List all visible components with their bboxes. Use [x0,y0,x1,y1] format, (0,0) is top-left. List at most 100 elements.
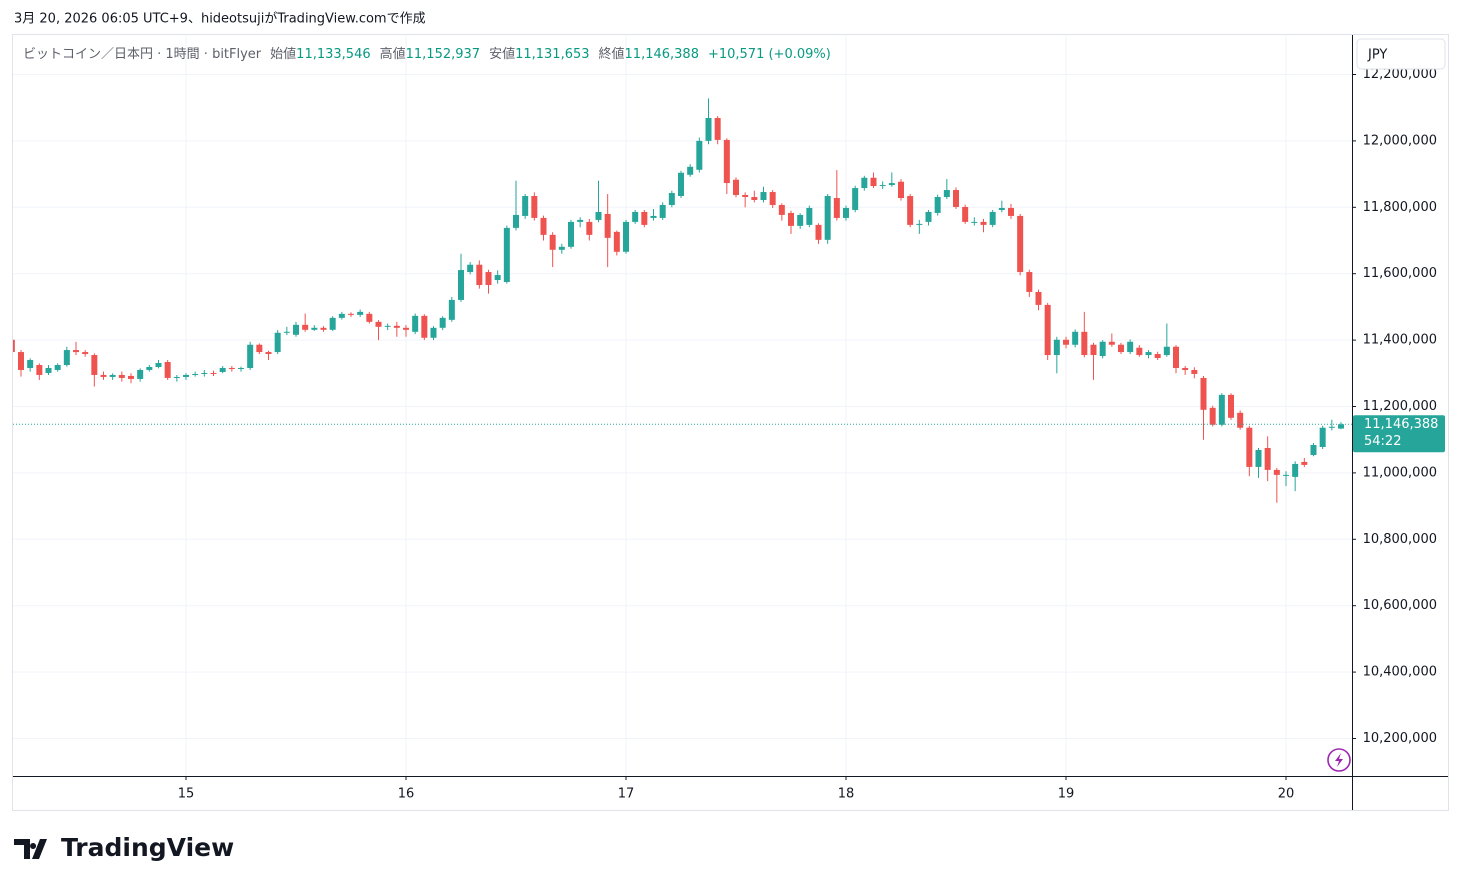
candle-body [751,197,758,200]
candle-body [467,264,474,273]
candle-body [201,372,208,374]
candle-body [1246,427,1253,467]
candle-body [540,217,547,235]
candle-body [173,376,180,378]
candle-body [1328,426,1335,428]
candle-body [412,315,419,332]
candle-body [155,363,162,367]
candle-body [549,234,556,250]
candle-body [109,374,116,377]
currency-button[interactable] [1356,38,1446,70]
candle-body [742,195,749,198]
candle-body [733,179,739,196]
countdown: 54:22 [1364,434,1401,449]
candle-body [348,313,354,315]
candle-body [219,367,226,372]
legend-value: 11,133,546 [296,47,370,62]
candle-body [27,360,34,368]
candle-body [366,313,373,322]
candle-body [1044,304,1051,356]
candle-body [1255,449,1262,467]
logo-text: TradingView [61,833,234,862]
change: +10,571 (+0.09%) [708,47,831,62]
ohlc-legend: ビットコイン／日本円 · 1時間 · bitFlyer 始値11,133,546 高… [23,46,831,62]
x-tick-label: 18 [838,787,855,802]
candle-body [705,117,712,141]
candle-body [329,317,336,330]
candle-body [476,264,483,285]
y-tick-label: 10,600,000 [1363,598,1437,613]
x-tick-label: 20 [1278,787,1295,802]
candle-body [91,355,98,375]
candle-body [128,375,134,379]
candle-body [1118,344,1124,353]
candle-body [558,246,565,250]
candle-body [274,332,281,353]
logo: TradingView [14,833,234,862]
candle-body [1264,447,1271,470]
axes: 10,200,000 10,400,000 10,600,000 10,800,000… [178,67,1445,802]
candle-body [925,211,932,222]
candle-body [604,213,611,238]
candle-body [384,325,391,327]
candle-body [256,344,263,353]
candle-body [63,350,70,365]
y-tick-label: 11,000,000 [1363,465,1437,480]
candle-body [833,198,840,218]
candle-body [1008,207,1014,216]
candle-body [36,364,43,375]
legend-label: 始値 [270,46,296,62]
candle-body [393,325,400,328]
candle-body [898,181,904,199]
legend-value: 11,146,388 [625,47,699,62]
currency[interactable]: JPY [1367,48,1387,63]
candle-body [943,190,950,198]
candle-body [806,207,813,225]
candle-body [375,321,382,327]
candle-body [338,313,345,318]
candle-body [980,221,987,225]
candle-body [1301,461,1308,465]
candle-body [1072,331,1079,345]
candle-body [192,373,199,375]
candle-body [888,183,895,186]
candle-body [100,374,107,377]
candle-body [577,219,584,222]
candle-body [843,207,849,218]
candle-body [265,352,272,355]
candle-body [1163,346,1170,356]
candle-body [613,231,620,252]
logo-mark [14,839,47,859]
candle-body [641,211,648,225]
chart-frame [12,34,1449,811]
candle-body [623,221,629,252]
candle-body [650,215,657,218]
candle-body [760,192,767,200]
candle-body [861,177,868,189]
symbol: ビットコイン／日本円 · 1時間 · bitFlyer [23,47,262,62]
y-tick-label: 12,000,000 [1363,133,1437,148]
x-tick-label: 15 [178,787,195,802]
x-tick-label: 16 [398,787,415,802]
candle-body [1053,339,1060,356]
candle-body [907,196,914,225]
candle-body [778,204,785,215]
candle-body [439,317,446,328]
y-tick-label: 11,400,000 [1363,333,1437,348]
legend-value: 11,152,937 [406,47,480,62]
candle-body [852,188,859,210]
candle-body [797,214,804,226]
candle-body [82,352,89,355]
y-tick-label: 11,600,000 [1363,266,1437,281]
candle-body [1127,341,1134,353]
candle-body [1228,394,1234,418]
candle-body [1310,445,1317,455]
candle-body [870,177,877,187]
candle-body [1154,354,1161,359]
candle-body [788,212,794,226]
candle-body [531,196,538,218]
candle-body [1283,474,1289,476]
candle-body [320,327,327,330]
